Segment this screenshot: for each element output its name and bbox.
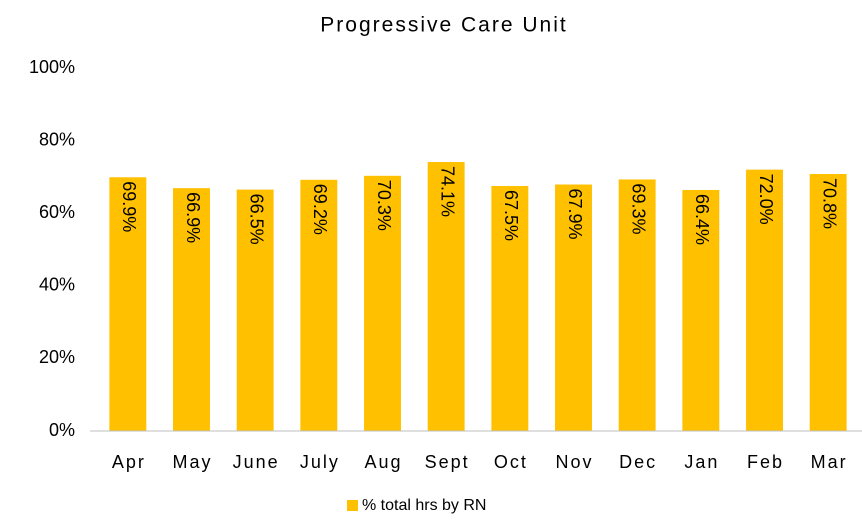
x-tick-label: July	[300, 452, 340, 472]
x-tick-label: Jan	[684, 452, 719, 472]
value-label: 67.9%	[565, 189, 585, 240]
bar	[809, 173, 847, 431]
x-tick-label: June	[233, 452, 280, 472]
bar	[364, 175, 401, 431]
legend-swatch	[347, 500, 358, 511]
value-label: 72.0%	[756, 174, 776, 225]
bar	[682, 189, 720, 431]
value-label: 70.8%	[819, 178, 839, 229]
x-tick-label: Nov	[555, 452, 593, 472]
value-label: 69.9%	[119, 181, 139, 232]
bar	[236, 189, 274, 431]
x-tick-label: Apr	[112, 452, 146, 472]
bar	[300, 179, 338, 431]
y-tick-label: 80%	[39, 129, 75, 149]
value-label: 70.3%	[374, 180, 394, 231]
value-label: 66.4%	[692, 194, 712, 245]
x-tick-label: Aug	[364, 452, 402, 472]
bar	[555, 184, 592, 431]
bar	[491, 185, 529, 431]
y-tick-label: 0%	[49, 420, 75, 440]
y-tick-label: 20%	[39, 347, 75, 367]
bar	[173, 188, 210, 431]
legend: % total hrs by RN	[347, 497, 486, 514]
x-tick-label: Feb	[747, 452, 784, 472]
bar	[618, 179, 656, 431]
bar	[109, 177, 147, 431]
y-tick-label: 100%	[29, 57, 75, 77]
x-tick-label: Sept	[425, 452, 470, 472]
value-label: 66.9%	[183, 192, 203, 243]
y-tick-label: 60%	[39, 202, 75, 222]
value-label: 69.2%	[310, 184, 330, 235]
x-tick-label: Dec	[619, 452, 657, 472]
value-label: 66.5%	[246, 194, 266, 245]
x-tick-label: Oct	[494, 452, 528, 472]
bar	[746, 169, 783, 431]
x-tick-label: Mar	[811, 452, 848, 472]
value-label: 67.5%	[501, 190, 521, 241]
chart-title: Progressive Care Unit	[320, 14, 567, 37]
value-label: 74.1%	[437, 166, 457, 217]
x-tick-label: May	[172, 452, 212, 472]
legend-label: % total hrs by RN	[362, 497, 486, 514]
bar	[427, 162, 465, 431]
y-tick-label: 40%	[39, 275, 75, 295]
value-label: 69.3%	[628, 183, 648, 234]
